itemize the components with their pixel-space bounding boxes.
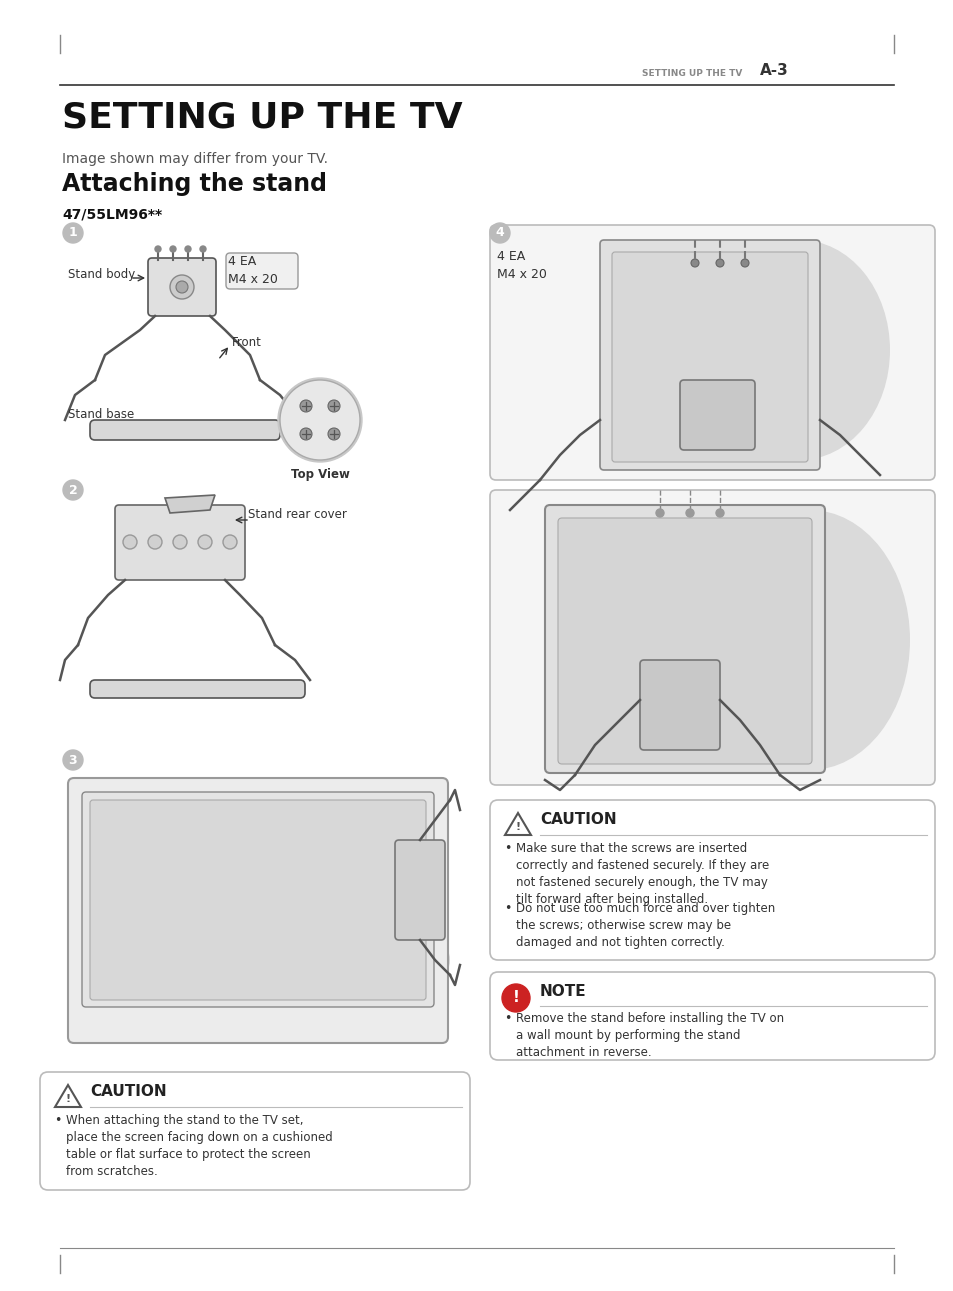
FancyBboxPatch shape [90,800,426,1001]
Text: SETTING UP THE TV: SETTING UP THE TV [641,68,741,77]
FancyBboxPatch shape [612,252,807,462]
Circle shape [328,429,339,440]
FancyBboxPatch shape [490,972,934,1060]
Text: !: ! [66,1093,71,1104]
Text: •: • [503,902,511,915]
FancyBboxPatch shape [40,1072,470,1190]
Circle shape [299,400,312,412]
Text: •: • [54,1114,61,1127]
Circle shape [685,509,693,516]
Text: Do not use too much force and over tighten
the screws; otherwise screw may be
da: Do not use too much force and over tight… [516,902,775,949]
Text: Attaching the stand: Attaching the stand [62,172,327,196]
FancyBboxPatch shape [82,791,434,1007]
Text: 4 EA
M4 x 20: 4 EA M4 x 20 [228,256,277,287]
Text: Image shown may differ from your TV.: Image shown may differ from your TV. [62,152,328,167]
Text: 4: 4 [496,226,504,240]
FancyBboxPatch shape [495,248,566,284]
FancyBboxPatch shape [544,505,824,773]
Circle shape [170,275,193,300]
FancyBboxPatch shape [90,420,280,440]
Circle shape [716,509,723,516]
Circle shape [63,750,83,769]
Circle shape [185,247,191,252]
Circle shape [280,380,359,460]
Ellipse shape [170,900,450,1020]
FancyBboxPatch shape [679,380,754,451]
Circle shape [299,429,312,440]
Circle shape [328,400,339,412]
Text: SETTING UP THE TV: SETTING UP THE TV [62,99,462,134]
Text: 47/55LM96**: 47/55LM96** [62,208,162,222]
Text: 2: 2 [69,484,77,497]
Circle shape [175,281,188,293]
Circle shape [63,223,83,243]
Circle shape [200,247,206,252]
Circle shape [501,984,530,1012]
Circle shape [656,509,663,516]
Text: Remove the stand before installing the TV on
a wall mount by performing the stan: Remove the stand before installing the T… [516,1012,783,1059]
Text: Front: Front [232,336,262,349]
Text: Make sure that the screws are inserted
correctly and fastened securely. If they : Make sure that the screws are inserted c… [516,842,768,906]
Text: 4 EA
M4 x 20: 4 EA M4 x 20 [497,250,546,281]
Circle shape [490,223,510,243]
Text: A-3: A-3 [760,63,788,77]
FancyBboxPatch shape [490,491,934,785]
FancyBboxPatch shape [395,840,444,940]
FancyBboxPatch shape [490,225,934,480]
FancyBboxPatch shape [490,800,934,961]
Text: Top View: Top View [291,469,349,482]
Text: •: • [503,1012,511,1025]
FancyBboxPatch shape [148,258,215,316]
Polygon shape [55,1084,81,1106]
Circle shape [198,534,212,549]
FancyBboxPatch shape [115,505,245,580]
FancyBboxPatch shape [68,778,448,1043]
FancyBboxPatch shape [226,253,297,289]
Text: !: ! [512,990,518,1006]
Circle shape [172,534,187,549]
Circle shape [154,247,161,252]
FancyBboxPatch shape [90,680,305,698]
FancyBboxPatch shape [639,660,720,750]
Circle shape [170,247,175,252]
Text: 3: 3 [69,754,77,767]
Circle shape [63,480,83,500]
Text: !: ! [515,822,520,831]
Circle shape [690,259,699,267]
Text: NOTE: NOTE [539,984,586,999]
Text: When attaching the stand to the TV set,
place the screen facing down on a cushio: When attaching the stand to the TV set, … [66,1114,333,1177]
Text: CAUTION: CAUTION [90,1084,167,1099]
Circle shape [716,259,723,267]
Circle shape [223,534,236,549]
Text: Stand rear cover: Stand rear cover [248,507,347,522]
Polygon shape [504,813,531,835]
Polygon shape [165,494,214,513]
Circle shape [123,534,137,549]
FancyBboxPatch shape [558,518,811,764]
Circle shape [740,259,748,267]
Text: Stand body: Stand body [68,269,135,281]
Ellipse shape [709,510,909,769]
FancyBboxPatch shape [599,240,820,470]
Text: •: • [503,842,511,855]
Text: CAUTION: CAUTION [539,812,616,828]
Ellipse shape [709,240,889,460]
Circle shape [148,534,162,549]
Circle shape [277,378,361,462]
Text: Stand base: Stand base [68,408,134,421]
Text: 1: 1 [69,226,77,240]
